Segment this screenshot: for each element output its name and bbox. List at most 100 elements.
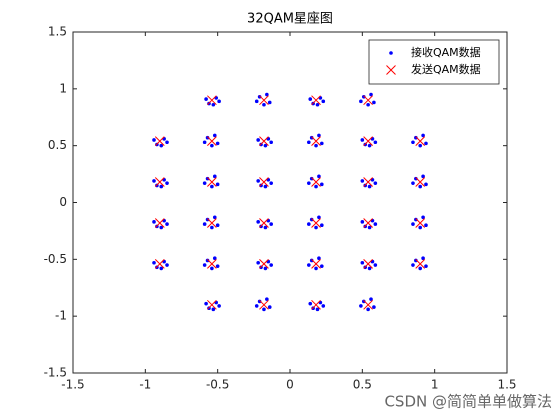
point (373, 181, 378, 185)
point (269, 222, 273, 226)
x-marker (311, 299, 321, 310)
point (205, 217, 210, 222)
point (309, 135, 314, 140)
x-marker (259, 218, 269, 228)
legend-label: 发送QAM数据 (411, 62, 481, 76)
x-marker (154, 259, 165, 269)
x-tick-label: 0.5 (353, 378, 372, 392)
point (257, 94, 262, 99)
point (369, 92, 373, 97)
point (212, 133, 217, 138)
y-tick-label: -0.5 (44, 252, 67, 266)
point (317, 174, 321, 179)
point (367, 143, 372, 148)
x-marker (207, 218, 217, 228)
point (152, 138, 156, 142)
x-marker (207, 177, 217, 187)
point (202, 222, 207, 226)
point (424, 223, 428, 228)
x-marker (207, 259, 217, 269)
point (307, 222, 311, 226)
point (212, 174, 217, 179)
x-marker (207, 299, 217, 310)
point (360, 179, 365, 183)
point (314, 266, 318, 271)
x-marker (259, 95, 269, 106)
point (267, 100, 272, 105)
x-marker (207, 95, 217, 106)
point (215, 264, 220, 268)
point (212, 256, 217, 260)
y-tick-label: 1 (59, 81, 67, 95)
point (256, 220, 260, 224)
point (418, 143, 423, 148)
point (411, 222, 415, 226)
x-marker (363, 259, 373, 269)
point (205, 176, 210, 181)
point (372, 305, 376, 309)
x-tick-label: -1.5 (61, 378, 84, 392)
x-marker (154, 136, 165, 146)
point (308, 97, 313, 101)
x-marker (154, 218, 165, 228)
y-tick-label: 0 (59, 195, 67, 209)
point (309, 176, 314, 181)
point (361, 299, 366, 304)
x-tick-label: 1.5 (497, 378, 516, 392)
point (256, 260, 260, 265)
point (317, 256, 321, 260)
point (165, 181, 169, 185)
point (212, 215, 217, 220)
point (215, 223, 220, 228)
point (373, 140, 378, 145)
point (369, 297, 373, 301)
point (205, 135, 210, 140)
y-tick-label: -1.5 (44, 366, 67, 380)
point (320, 264, 324, 268)
point (314, 184, 318, 189)
point (152, 179, 156, 183)
x-marker (363, 136, 373, 146)
point (269, 140, 273, 145)
legend-box (368, 39, 500, 85)
point (210, 225, 214, 230)
point (360, 138, 365, 142)
x-marker (259, 136, 269, 146)
point (359, 304, 363, 308)
point (320, 223, 324, 228)
point (418, 184, 423, 189)
point (372, 100, 376, 105)
point (421, 174, 425, 179)
point (367, 184, 372, 189)
point (421, 256, 425, 260)
y-tick-label: 1.5 (48, 25, 67, 39)
x-marker (259, 177, 269, 187)
x-marker (259, 259, 269, 269)
point (315, 307, 320, 312)
point (254, 304, 259, 308)
x-marker (415, 136, 426, 146)
point (165, 140, 169, 145)
point (210, 184, 214, 189)
point (414, 135, 418, 140)
point (418, 266, 423, 271)
x-tick-label: -1 (139, 378, 151, 392)
point (411, 263, 415, 267)
y-tick-label: -1 (55, 309, 67, 323)
point (165, 263, 169, 267)
point (210, 266, 214, 271)
point (159, 143, 164, 148)
point (424, 264, 428, 268)
x-marker (363, 177, 373, 187)
point (202, 263, 207, 267)
point (360, 260, 365, 265)
point (320, 182, 324, 187)
x-marker (259, 299, 269, 310)
y-tick-label: 0.5 (48, 138, 67, 152)
point (308, 301, 313, 306)
point (367, 266, 372, 271)
point (367, 225, 372, 230)
x-marker (415, 218, 426, 228)
point (366, 102, 370, 107)
